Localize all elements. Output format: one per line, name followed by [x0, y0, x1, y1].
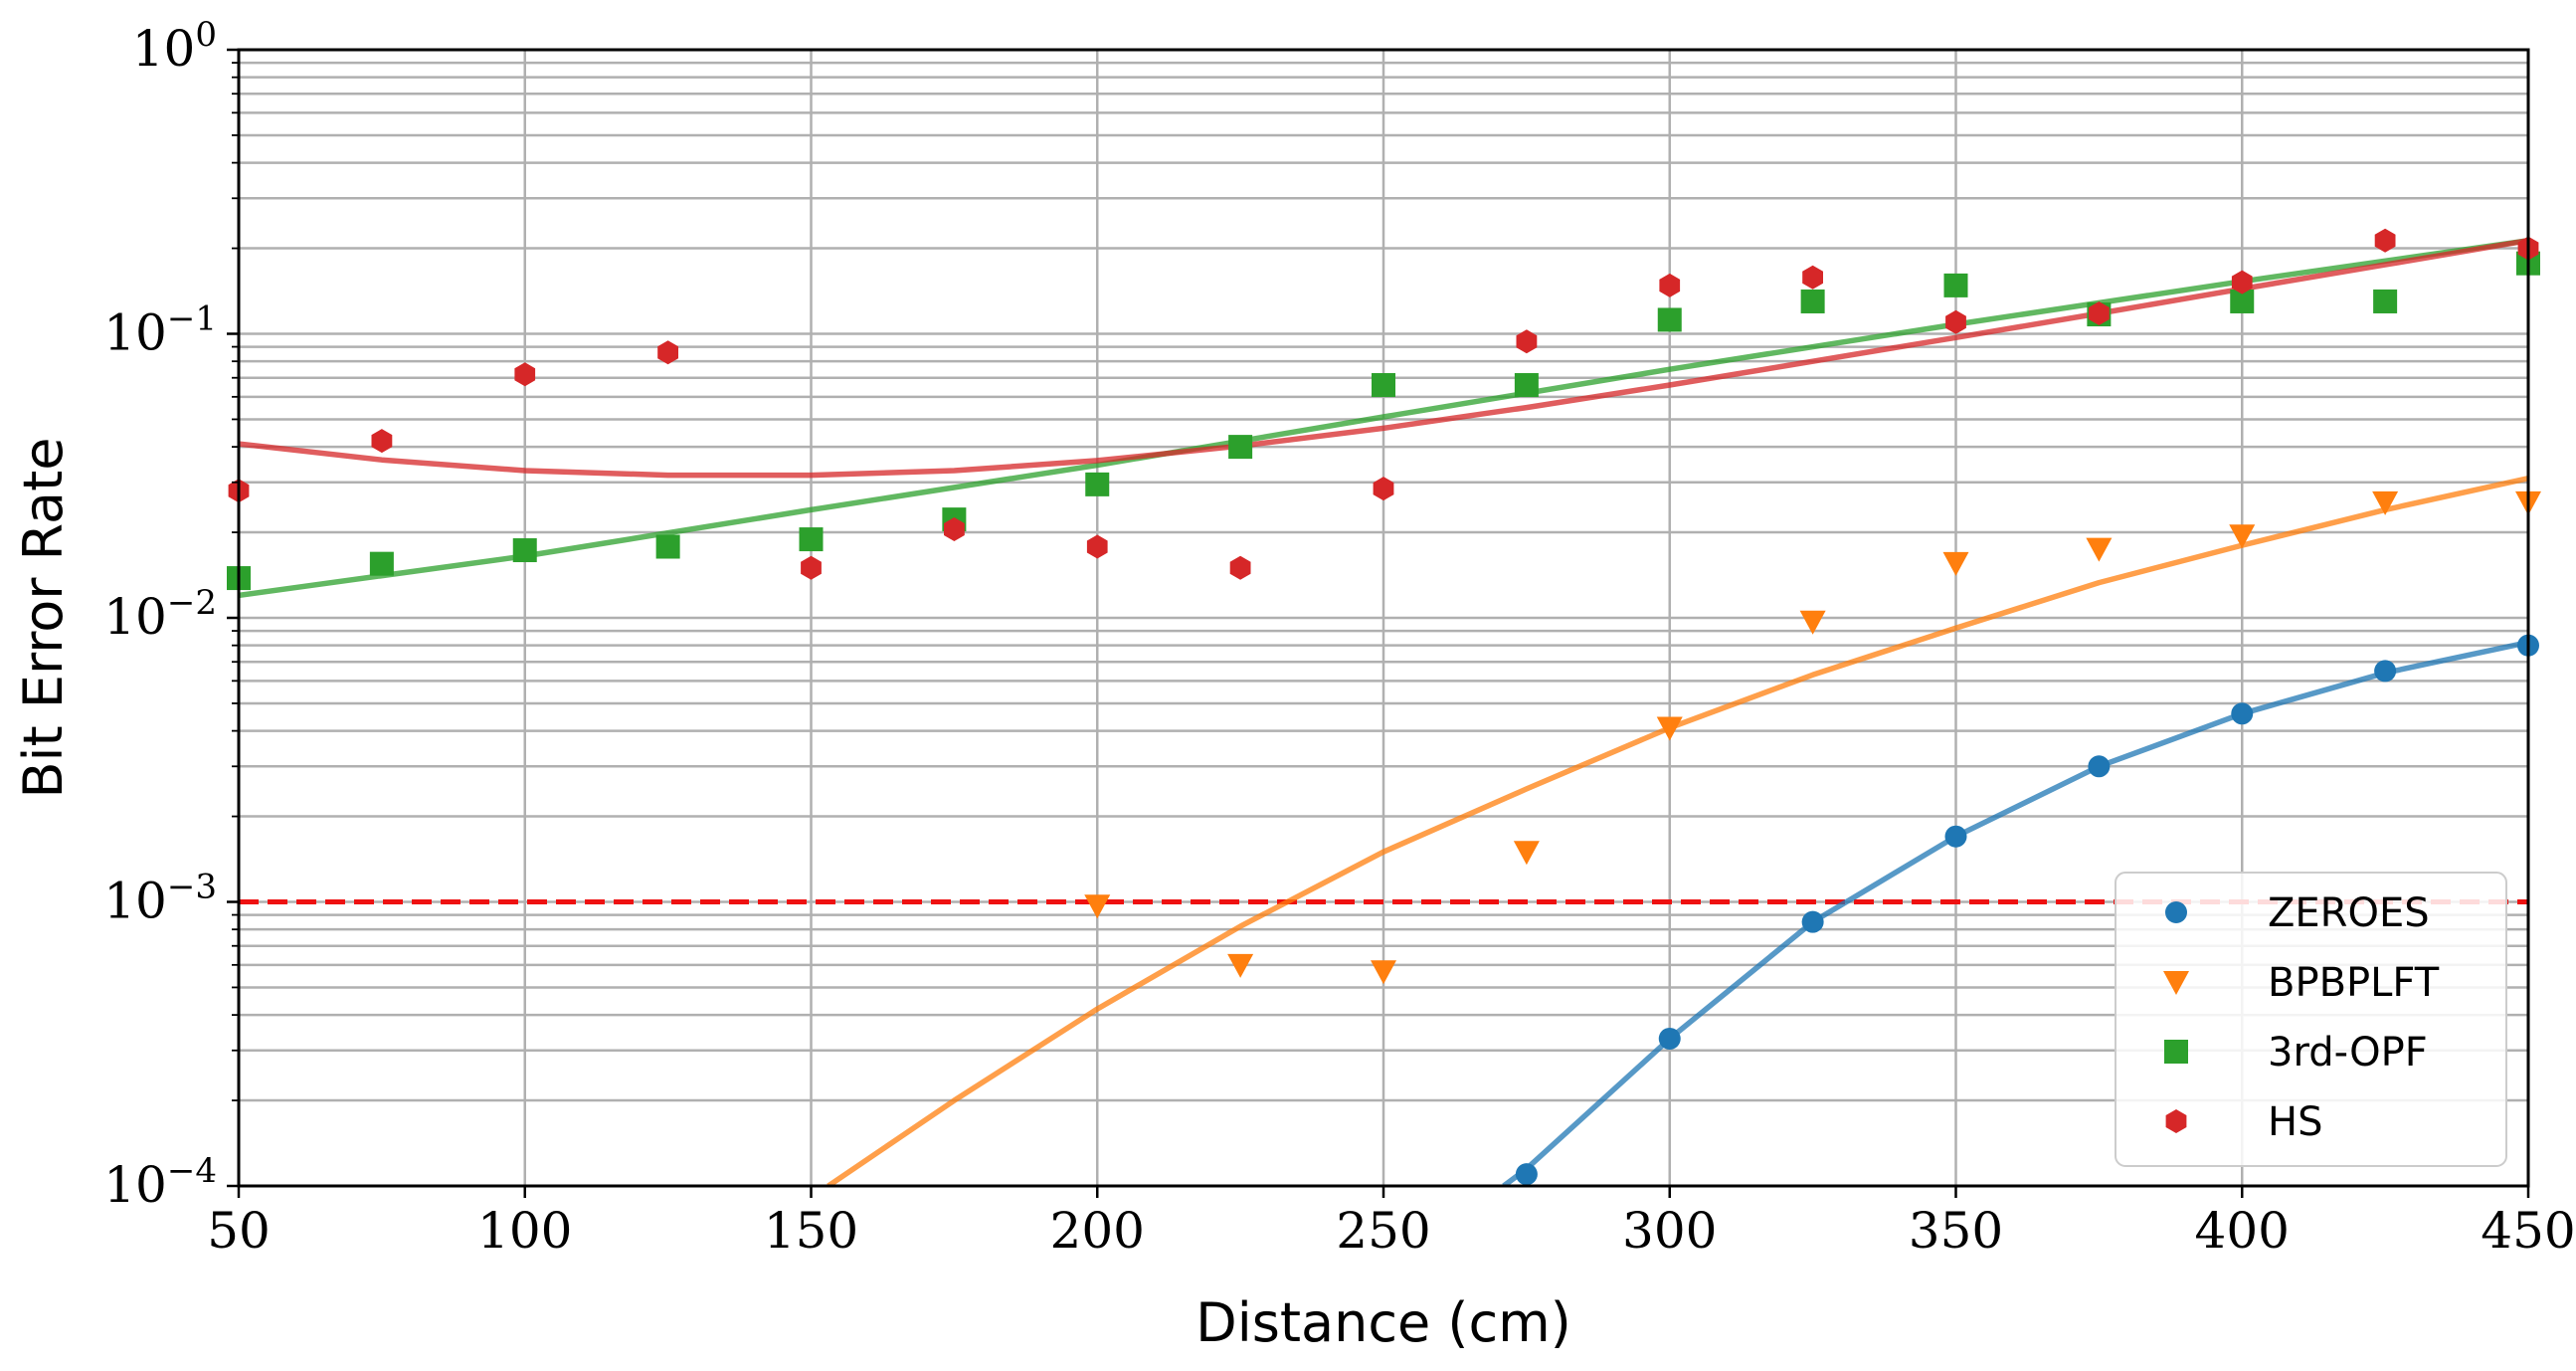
data-point-zeroes	[1801, 910, 1824, 933]
data-point-3rd-opf	[655, 534, 680, 559]
data-point-3rd-opf	[799, 527, 824, 552]
data-point-3rd-opf	[369, 551, 394, 576]
data-point-bpbplft	[2372, 490, 2399, 515]
y-axis-label: Bit Error Rate	[12, 438, 75, 799]
data-point-zeroes	[2088, 755, 2111, 778]
data-point-hs	[801, 555, 822, 580]
y-tick-label: 100	[132, 15, 217, 78]
data-point-hs	[1373, 477, 1394, 501]
axis-tick-labels: 50 100 150 200 250 300 350 400 450 10−4 10−3 10−2 10…	[103, 15, 2575, 1260]
data-point-3rd-opf	[1514, 373, 1539, 398]
data-point-zeroes	[2374, 660, 2397, 683]
data-point-3rd-opf	[2373, 289, 2398, 313]
data-point-bpbplft	[1513, 841, 1540, 866]
data-point-3rd-opf	[1085, 472, 1110, 496]
legend-box	[2115, 872, 2507, 1167]
x-tick-label: 300	[1622, 1202, 1717, 1260]
data-point-3rd-opf	[1800, 289, 1825, 313]
data-point-bpbplft	[1656, 716, 1683, 741]
legend-label-hs: HS	[2268, 1099, 2322, 1145]
data-point-hs	[1659, 273, 1681, 297]
x-axis-label: Distance (cm)	[1196, 1291, 1571, 1354]
data-point-3rd-opf	[1943, 273, 1968, 297]
legend-label-bpbplft: BPBPLFT	[2268, 960, 2440, 1006]
data-point-hs	[514, 362, 536, 387]
x-tick-label: 450	[2481, 1202, 2575, 1260]
x-tick-label: 200	[1050, 1202, 1145, 1260]
legend-label-zeroes: ZEROES	[2268, 890, 2430, 936]
data-point-bpbplft	[2086, 537, 2113, 562]
data-point-zeroes	[1944, 825, 1967, 848]
legend: ZEROES BPBPLFT 3rd-OPF HS	[2115, 872, 2507, 1167]
data-point-hs	[657, 340, 678, 365]
y-tick-label: 10−1	[103, 299, 217, 362]
data-point-zeroes	[1515, 1163, 1538, 1186]
x-tick-label: 50	[207, 1202, 271, 1260]
x-tick-label: 400	[2195, 1202, 2290, 1260]
data-point-zeroes	[1658, 1027, 1681, 1050]
axis-ticks	[227, 48, 2530, 1198]
legend-marker-zeroes	[2165, 901, 2187, 923]
x-tick-label: 250	[1336, 1202, 1430, 1260]
data-point-3rd-opf	[1372, 373, 1395, 398]
data-point-hs	[371, 429, 393, 454]
data-point-hs	[944, 517, 965, 541]
data-point-hs	[1086, 534, 1108, 559]
data-point-hs	[1945, 309, 1966, 334]
data-point-zeroes	[2231, 702, 2254, 725]
data-point-3rd-opf	[1228, 435, 1253, 460]
y-tick-label: 10−4	[103, 1151, 217, 1214]
data-point-3rd-opf	[1657, 307, 1682, 332]
x-tick-label: 150	[764, 1202, 858, 1260]
data-markers	[227, 228, 2541, 1186]
data-point-bpbplft	[1371, 960, 1396, 985]
data-point-hs	[1516, 329, 1538, 354]
y-tick-label: 10−3	[103, 868, 217, 930]
fit-line-hs	[239, 237, 2528, 479]
data-point-hs	[2089, 301, 2110, 325]
data-point-hs	[1229, 555, 1251, 580]
data-point-bpbplft	[1799, 610, 1826, 635]
data-point-hs	[1802, 265, 1823, 290]
x-tick-label: 350	[1909, 1202, 2003, 1260]
data-point-3rd-opf	[512, 538, 537, 563]
data-point-bpbplft	[1084, 894, 1111, 919]
data-point-bpbplft	[2229, 524, 2256, 549]
data-point-hs	[2231, 270, 2253, 294]
fit-line-3rd-opf	[239, 237, 2528, 599]
data-point-bpbplft	[1227, 953, 1254, 978]
y-tick-label: 10−2	[103, 583, 217, 646]
data-point-hs	[2374, 228, 2396, 253]
legend-marker-hs	[2165, 1109, 2187, 1133]
legend-marker-3rd-opf	[2164, 1040, 2188, 1064]
legend-label-3rd-opf: 3rd-OPF	[2268, 1030, 2428, 1076]
data-point-bpbplft	[1942, 551, 1969, 576]
legend-marker-bpbplft	[2163, 971, 2189, 995]
x-tick-label: 100	[477, 1202, 572, 1260]
